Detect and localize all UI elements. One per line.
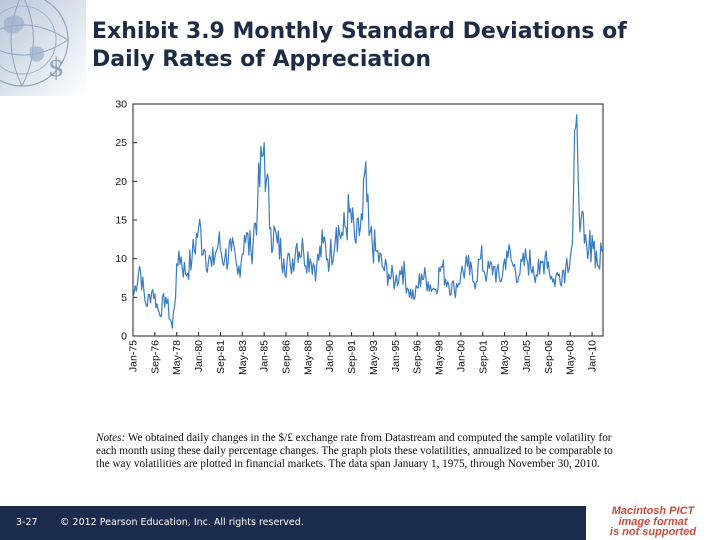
x-tick-label: Sep-91 [346, 340, 358, 374]
pict-line-2: image format [618, 515, 688, 528]
y-tick-label: 5 [121, 292, 127, 304]
x-tick-label: Jan-75 [128, 340, 140, 372]
title-line-2: Daily Rates of Appreciation [92, 47, 432, 72]
pict-line-3: is not supported [609, 526, 697, 538]
x-tick-label: Jan-00 [455, 340, 467, 372]
y-tick-label: 10 [115, 253, 127, 265]
y-tick-label: 25 [115, 137, 127, 149]
x-tick-label: Sep-76 [149, 340, 161, 374]
y-tick-label: 0 [121, 331, 127, 343]
pict-unsupported-notice: Macintosh PICT image format is not suppo… [586, 506, 720, 540]
chart-notes: Notes: We obtained daily changes in the … [96, 432, 621, 470]
plot-frame [132, 103, 604, 337]
footer-bar: 3-27 © 2012 Pearson Education, Inc. All … [0, 506, 586, 540]
x-tick-label: Jan-85 [259, 340, 271, 372]
pict-line-1: Macintosh PICT [611, 505, 695, 517]
series-line [132, 114, 604, 329]
x-tick-label: Sep-01 [477, 340, 489, 374]
x-tick-label: Jan-90 [324, 340, 336, 372]
copyright-text: © 2012 Pearson Education, Inc. All right… [60, 517, 304, 528]
x-tick-label: Sep-96 [412, 340, 424, 374]
x-tick-label: Jan-95 [390, 340, 402, 372]
x-tick-label: Jan-10 [587, 340, 599, 372]
volatility-line-chart: 0 5 10 15 20 25 30 Jan-75 Sep-76 May-78 Jan-80 Sep… [115, 99, 604, 375]
x-tick-label: May-98 [434, 340, 446, 375]
x-tick-label: May-88 [302, 340, 314, 375]
notes-label: Notes: [96, 432, 126, 444]
x-tick-label: May-08 [565, 340, 577, 375]
globe-logo: $ [0, 0, 86, 96]
title-line-1: Exhibit 3.9 Monthly Standard Deviations … [92, 19, 627, 44]
x-tick-label: May-83 [237, 340, 249, 375]
x-tick-label: Sep-81 [215, 340, 227, 374]
x-tick-label: May-78 [171, 340, 183, 375]
y-tick-label: 15 [115, 215, 127, 227]
notes-text: We obtained daily changes in the $/£ exc… [96, 432, 613, 470]
x-axis: Jan-75 Sep-76 May-78 Jan-80 Sep-81 May-83 Jan-… [128, 332, 599, 375]
x-tick-label: Jan-05 [521, 340, 533, 372]
y-tick-label: 30 [115, 99, 127, 111]
page-number: 3-27 [16, 517, 38, 528]
x-tick-label: May-93 [368, 340, 380, 375]
x-tick-label: Sep-86 [281, 340, 293, 374]
x-tick-label: May-03 [499, 340, 511, 375]
y-tick-label: 20 [115, 176, 127, 188]
x-tick-label: Sep-06 [543, 340, 555, 374]
svg-text:$: $ [48, 53, 65, 83]
y-axis: 0 5 10 15 20 25 30 [115, 99, 137, 343]
slide-title: Exhibit 3.9 Monthly Standard Deviations … [92, 18, 712, 74]
x-tick-label: Jan-80 [193, 340, 205, 372]
